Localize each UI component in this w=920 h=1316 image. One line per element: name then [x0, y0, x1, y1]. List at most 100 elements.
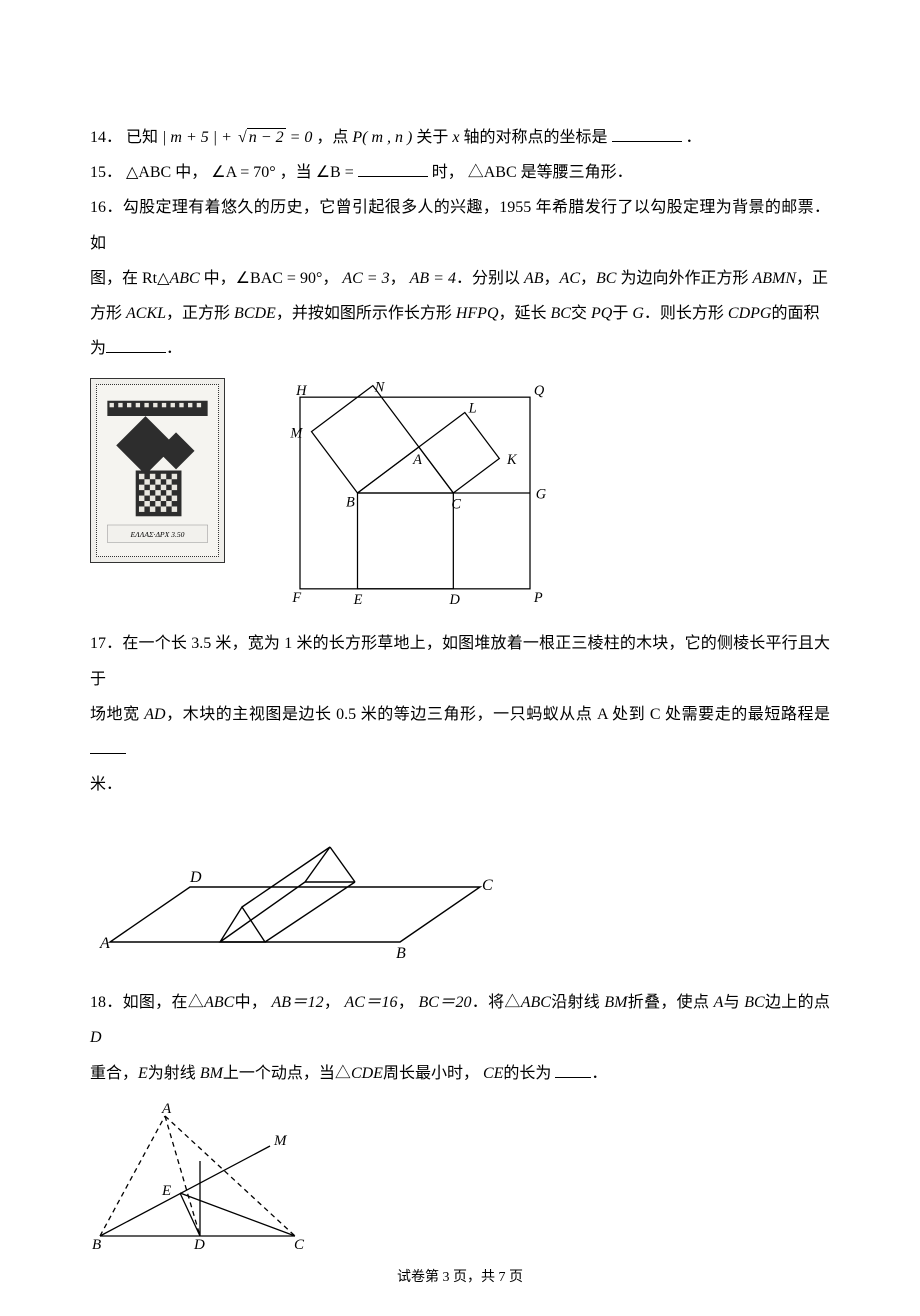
lbl17-C: C — [482, 877, 493, 894]
q16-comma3: ， — [544, 270, 560, 287]
q16-line2c: ．分别以 — [456, 270, 520, 287]
q18-line2d: 周长最小时， — [383, 1065, 479, 1082]
q16-ackl: ACKL — [126, 305, 166, 322]
q16-comma4: ， — [580, 270, 596, 287]
q16-pq: PQ — [591, 305, 612, 322]
q18-bc2: BC — [744, 994, 764, 1011]
q17-svg: D C A B — [90, 812, 510, 962]
q18-ce: CE — [483, 1065, 503, 1082]
q16-line3d: ，延长 — [499, 305, 547, 322]
q16-seg-ac: AC — [560, 270, 580, 287]
lbl18-E: E — [161, 1183, 171, 1199]
q16-hfpq: HFPQ — [456, 305, 499, 322]
q18-bc: BC＝20 — [418, 994, 471, 1011]
q14-expr-right: = 0 — [290, 129, 313, 146]
q17-line3: 米． — [90, 776, 122, 793]
q16-line1: 勾股定理有着悠久的历史，它曾引起很多人的兴趣，1955 年希腊发行了以勾股定理为… — [90, 199, 830, 251]
q16-line2d: 为边向外作正方形 — [620, 270, 748, 287]
footer-total: 7 — [499, 1270, 506, 1285]
q15-number: 15． — [90, 164, 122, 181]
q18-abc: ABC — [204, 994, 234, 1011]
q14-sqrt: √n − 2 — [236, 120, 286, 155]
question-17: 17．在一个长 3.5 米，宽为 1 米的长方形草地上，如图堆放着一根正三棱柱的… — [90, 626, 830, 802]
q18-figure: A B C D E M — [90, 1101, 830, 1256]
q16-ab: AB = 4 — [410, 270, 456, 287]
q15-text-3: ，当 — [280, 164, 312, 181]
q18-blank — [555, 1061, 591, 1078]
question-18: 18．如图，在△ABC中， AB＝12， AC＝16， BC＝20．将△ABC沿… — [90, 985, 830, 1091]
q16-comma-full: ，正 — [796, 270, 828, 287]
q18-c1: ， — [324, 994, 341, 1011]
lbl-N: N — [374, 380, 386, 396]
q17-line2a: 场地宽 — [90, 706, 140, 723]
q18-ab: AB＝12 — [271, 994, 323, 1011]
q18-bm: BM — [604, 994, 627, 1011]
footer-current: 3 — [443, 1270, 450, 1285]
q15-angle-b: ∠B = — [316, 164, 354, 181]
q16-line3a: 方形 — [90, 305, 122, 322]
q16-line3g: ．则长方形 — [644, 305, 724, 322]
q16-abc: ABC — [169, 270, 199, 287]
lbl-H: H — [295, 384, 308, 400]
lbl17-A: A — [99, 935, 110, 952]
footer-prefix: 试卷第 — [397, 1270, 439, 1285]
q16-bc2: BC — [551, 305, 571, 322]
q18-cde: CDE — [351, 1065, 383, 1082]
q16-figures: ΕΛΛΑΣ·ΔΡΧ 3.50 — [90, 378, 830, 608]
q18-bm2: BM — [200, 1065, 223, 1082]
q17-line1: 在一个长 3.5 米，宽为 1 米的长方形草地上，如图堆放着一根正三棱柱的木块，… — [90, 635, 830, 687]
q16-line3f: 于 — [612, 305, 628, 322]
q16-line3h: 的面积 — [771, 305, 819, 322]
question-15: 15． △ABC 中， ∠A = 70° ，当 ∠B = 时， △ABC 是等腰… — [90, 155, 830, 190]
q14-expr-left: | m + 5 | + — [162, 129, 232, 146]
lbl-D: D — [449, 592, 461, 608]
q18-line2f: ． — [591, 1065, 607, 1082]
q18-line2c: 上一个动点，当△ — [223, 1065, 351, 1082]
q16-line2b: 中， — [200, 270, 236, 287]
q17-line2b: ，木块的主视图是边长 0.5 米的等边三角形，一只蚂蚁从点 A 处到 C 处需要… — [166, 706, 830, 723]
page-footer: 试卷第 3 页，共 7 页 — [0, 1266, 920, 1286]
q14-axis: x — [452, 129, 459, 146]
q16-blank — [106, 336, 166, 353]
q14-text-4: 轴的对称点的坐标是 — [463, 129, 607, 146]
q16-abmn: ABMN — [752, 270, 796, 287]
q17-ad: AD — [144, 706, 165, 723]
q16-line2a: 图，在 Rt△ — [90, 270, 169, 287]
q16-ang-bac: ∠BAC = 90° — [236, 270, 323, 287]
q18-line2a: 重合， — [90, 1065, 138, 1082]
question-14: 14． 已知 | m + 5 | + √n − 2 = 0 ，点 P( m , … — [90, 120, 830, 155]
q18-number: 18． — [90, 994, 123, 1011]
q16-line4: 为 — [90, 340, 106, 357]
q18-abc2: ABC — [521, 994, 551, 1011]
footer-suffix: 页 — [509, 1270, 523, 1285]
q18-line2e: 的长为 — [503, 1065, 551, 1082]
q14-number: 14． — [90, 129, 122, 146]
q16-diagram: H N Q M A L K B C G F E D P — [255, 378, 575, 608]
q18-line1e: 折叠，使点 — [628, 994, 710, 1011]
lbl-M: M — [289, 426, 303, 442]
q18-svg: A B C D E M — [90, 1101, 320, 1251]
footer-mid: 页，共 — [453, 1270, 495, 1285]
q16-seg-bc: BC — [596, 270, 616, 287]
q16-number: 16． — [90, 199, 123, 216]
q17-blank — [90, 737, 126, 754]
q18-line1c: ．将△ — [472, 994, 521, 1011]
q18-line1g: 边上的点 — [765, 994, 830, 1011]
q16-line3c: ，并按如图所示作长方形 — [276, 305, 452, 322]
q18-ept: E — [138, 1065, 148, 1082]
q14-point: P( m , n ) — [352, 129, 412, 146]
lbl17-D: D — [189, 869, 202, 886]
lbl18-C: C — [294, 1237, 305, 1251]
q16-line3b: ，正方形 — [166, 305, 230, 322]
q14-radicand: n − 2 — [247, 128, 286, 146]
lbl17-B: B — [396, 945, 406, 962]
lbl-P: P — [533, 591, 543, 607]
q14-text-3: 关于 — [416, 129, 448, 146]
q16-line3e: 交 — [571, 305, 587, 322]
question-16: 16．勾股定理有着悠久的历史，它曾引起很多人的兴趣，1955 年希腊发行了以勾股… — [90, 190, 830, 366]
lbl18-B: B — [92, 1237, 101, 1251]
q15-text-4: 时， △ABC — [432, 164, 517, 181]
q16-cdpg: CDPG — [728, 305, 772, 322]
q15-text-5: 是等腰三角形． — [521, 164, 633, 181]
lbl-C: C — [451, 497, 461, 513]
